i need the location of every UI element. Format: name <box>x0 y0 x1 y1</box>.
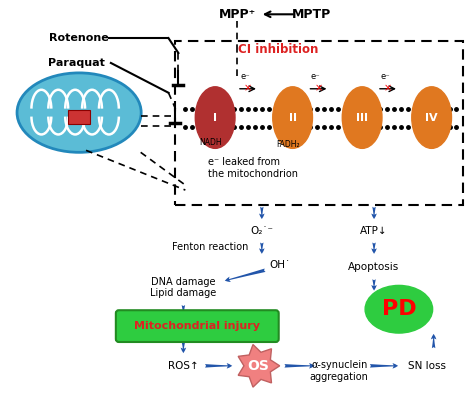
Ellipse shape <box>365 286 433 333</box>
Text: MPP⁺: MPP⁺ <box>219 8 255 21</box>
Text: Mitochondrial injury: Mitochondrial injury <box>134 321 260 331</box>
Ellipse shape <box>17 73 141 152</box>
Text: OH˙: OH˙ <box>269 260 290 270</box>
Text: III: III <box>356 112 368 122</box>
Text: CI inhibition: CI inhibition <box>238 42 319 56</box>
Text: e⁻: e⁻ <box>310 72 320 81</box>
FancyBboxPatch shape <box>68 110 90 124</box>
Text: Apoptosis: Apoptosis <box>348 262 400 272</box>
Text: Paraquat: Paraquat <box>48 58 105 68</box>
Text: IV: IV <box>425 112 438 122</box>
Ellipse shape <box>273 87 312 148</box>
Text: Fenton reaction: Fenton reaction <box>172 242 248 252</box>
Text: II: II <box>289 112 297 122</box>
Ellipse shape <box>342 87 382 148</box>
Text: ×: × <box>244 84 252 94</box>
Ellipse shape <box>412 87 452 148</box>
Text: α-synuclein
aggregation: α-synuclein aggregation <box>310 360 369 382</box>
Ellipse shape <box>195 87 235 148</box>
Text: Rotenone: Rotenone <box>49 33 109 43</box>
Text: DNA damage
Lipid damage: DNA damage Lipid damage <box>150 276 217 298</box>
Text: e⁻: e⁻ <box>380 72 390 81</box>
Text: NADH: NADH <box>199 138 221 147</box>
Text: e⁻: e⁻ <box>240 72 250 81</box>
Text: SN loss: SN loss <box>408 361 446 371</box>
Text: ×: × <box>384 84 392 94</box>
Text: FADH₂: FADH₂ <box>276 140 300 149</box>
Text: MPTP: MPTP <box>292 8 331 21</box>
Text: e⁻ leaked from
the mitochondrion: e⁻ leaked from the mitochondrion <box>208 158 298 179</box>
Polygon shape <box>238 344 280 387</box>
Text: OS: OS <box>247 359 269 373</box>
Text: ATP↓: ATP↓ <box>360 226 388 236</box>
Text: ROS↑: ROS↑ <box>168 361 199 371</box>
FancyBboxPatch shape <box>116 310 279 342</box>
Text: I: I <box>213 112 217 122</box>
Text: O₂˙⁻: O₂˙⁻ <box>250 226 273 236</box>
Text: ×: × <box>314 84 322 94</box>
Text: PD: PD <box>382 299 416 319</box>
